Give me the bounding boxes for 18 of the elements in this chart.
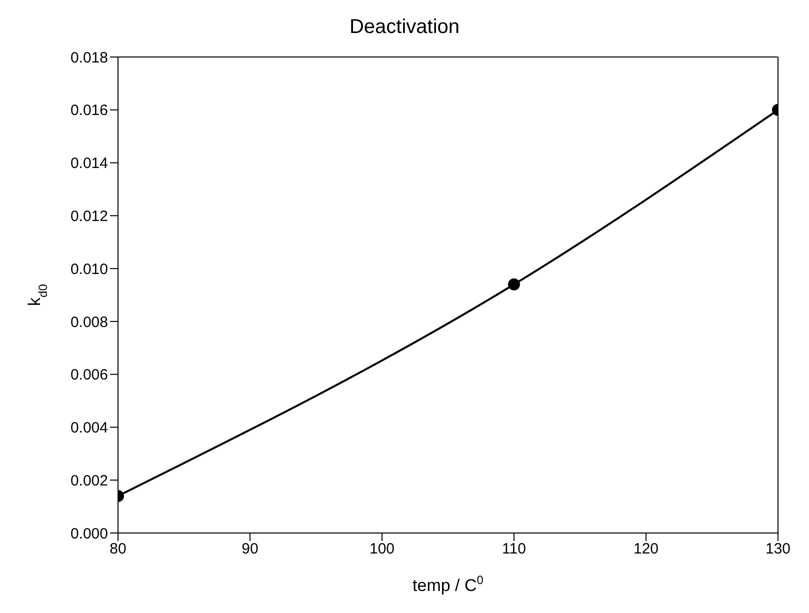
y-tick-label: 0.016 (70, 102, 108, 120)
y-tick-label: 0.012 (70, 208, 108, 225)
y-tick-label: 0.010 (70, 260, 108, 278)
y-tick-label: 0.002 (70, 472, 108, 490)
x-tick-label: 100 (369, 540, 395, 558)
y-tick-label: 0.008 (70, 314, 108, 331)
y-tick-label: 0.000 (70, 525, 108, 542)
chart-title: Deactivation (348, 16, 461, 39)
x-axis-title: temp / C$^{0}$ (412, 573, 484, 595)
x-tick-label: 90 (242, 540, 258, 558)
y-tick-label: 0.004 (70, 420, 108, 437)
x-tick-label: 110 (502, 540, 526, 558)
x-tick-label: 80 (110, 540, 126, 558)
y-tick-label: 0.006 (70, 366, 108, 384)
x-tick-label: 120 (633, 540, 659, 558)
y-tick-label: 0.018 (70, 49, 108, 66)
y-tick-label: 0.014 (70, 155, 108, 172)
x-tick-label: 130 (765, 540, 791, 558)
